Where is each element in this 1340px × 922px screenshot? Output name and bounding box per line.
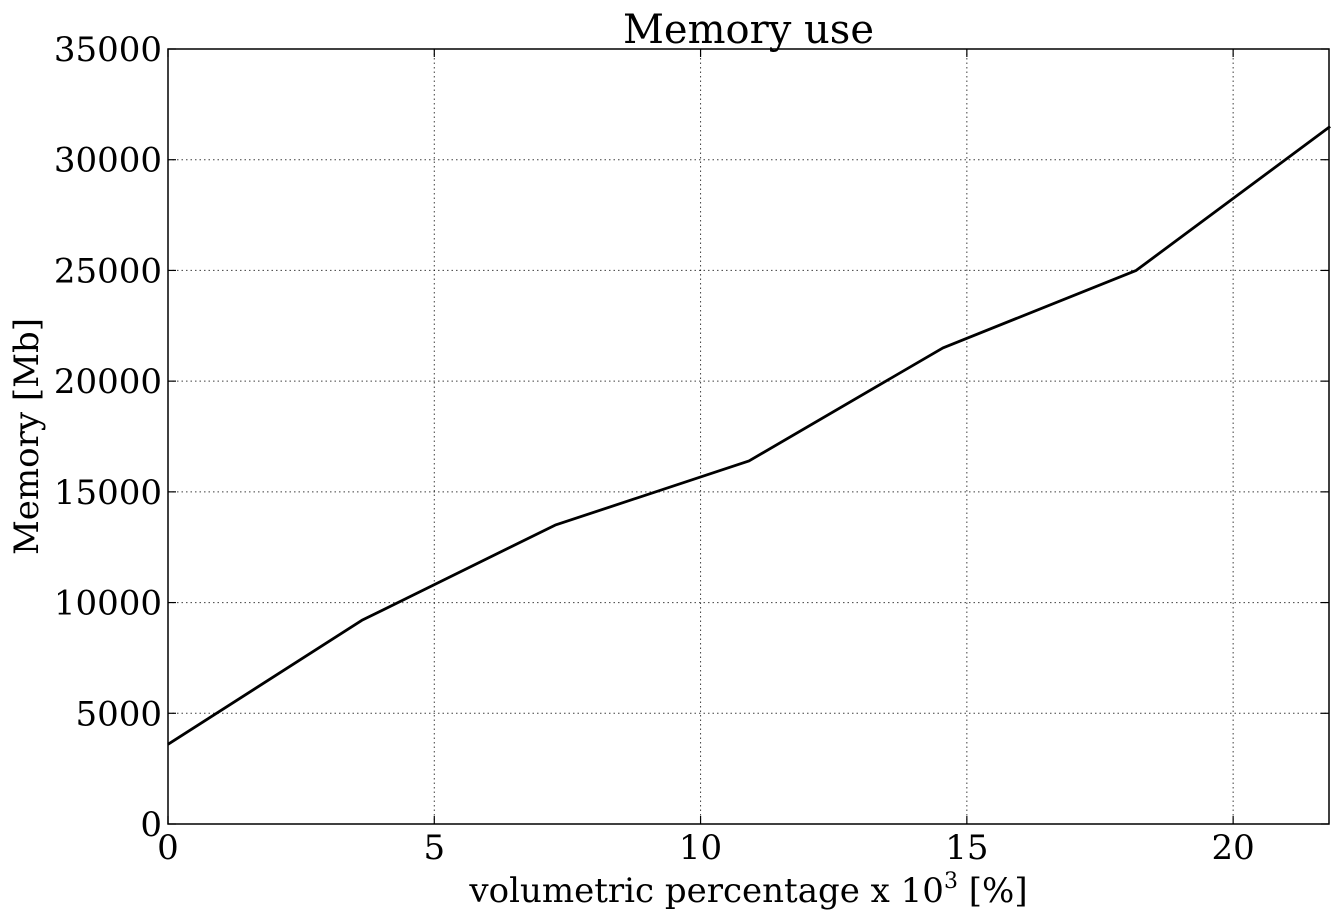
x-tick-label: 15	[945, 828, 988, 868]
y-tick-label: 30000	[54, 141, 162, 181]
x-tick-label: 0	[157, 828, 179, 868]
x-axis-label-exponent: 3	[944, 869, 958, 894]
tick-labels: 0 5 10 15 20 0 5000 10000 15000 20000 25000 30000 35…	[54, 30, 1255, 868]
y-tick-label: 25000	[54, 251, 162, 291]
y-tick-label: 10000	[54, 584, 162, 624]
chart-title: Memory use	[623, 7, 874, 53]
y-tick-label: 35000	[54, 30, 162, 70]
y-axis-label: Memory [Mb]	[7, 318, 47, 555]
y-tick-label: 15000	[54, 473, 162, 513]
grid-lines	[168, 49, 1329, 824]
x-tick-label: 10	[679, 828, 722, 868]
x-tick-label: 5	[423, 828, 445, 868]
y-tick-label: 5000	[75, 694, 162, 734]
x-tick-label: 20	[1212, 828, 1255, 868]
series-line	[167, 125, 1331, 746]
axis-ticks	[167, 48, 1329, 825]
plot-frame	[167, 48, 1330, 825]
y-tick-label: 20000	[54, 362, 162, 402]
x-axis-label-suffix: [%]	[958, 871, 1028, 911]
x-axis-label-text: volumetric percentage x 10	[468, 871, 944, 911]
series-layer	[167, 125, 1331, 746]
x-axis-label: volumetric percentage x 103 [%]	[468, 869, 1027, 911]
y-tick-label: 0	[140, 805, 162, 845]
